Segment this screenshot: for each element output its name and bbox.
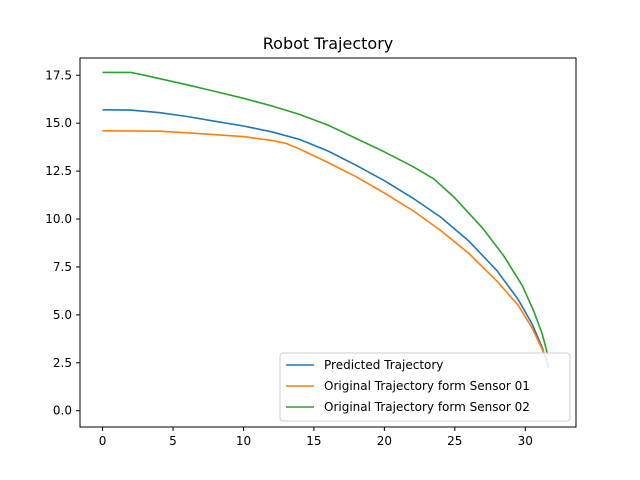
series-line-2 [102, 130, 549, 362]
plot-frame [79, 57, 577, 428]
x-tick-label: 0 [99, 434, 107, 448]
y-tick-label: 0.0 [53, 404, 72, 418]
x-axis: 0 5 10 15 20 25 30 [99, 427, 533, 448]
series-line-3 [102, 71, 549, 356]
legend: Predicted Trajectory Original Trajectory … [279, 352, 571, 422]
y-tick-label: 7.5 [53, 260, 72, 274]
y-axis: 0.0 2.5 5.0 7.5 10.0 12.5 15.0 17.5 [45, 68, 80, 418]
y-tick-label: 5.0 [53, 308, 72, 322]
legend-label-1: Predicted Trajectory [324, 358, 443, 372]
y-tick-label: 10.0 [45, 212, 72, 226]
x-tick-label: 25 [447, 434, 462, 448]
y-tick-label: 15.0 [45, 116, 72, 130]
legend-label-2: Original Trajectory form Sensor 01 [324, 379, 530, 393]
y-tick-label: 17.5 [45, 68, 72, 82]
series-line-1 [102, 109, 550, 369]
legend-label-3: Original Trajectory form Sensor 02 [324, 400, 530, 414]
chart-title: Robot Trajectory [263, 34, 394, 53]
x-tick-label: 5 [169, 434, 177, 448]
y-tick-label: 12.5 [45, 164, 72, 178]
legend-box [279, 352, 571, 422]
x-tick-label: 30 [518, 434, 533, 448]
x-tick-label: 15 [306, 434, 321, 448]
series-layer [102, 71, 550, 369]
x-tick-label: 10 [236, 434, 251, 448]
y-tick-label: 2.5 [53, 356, 72, 370]
x-tick-label: 20 [377, 434, 392, 448]
